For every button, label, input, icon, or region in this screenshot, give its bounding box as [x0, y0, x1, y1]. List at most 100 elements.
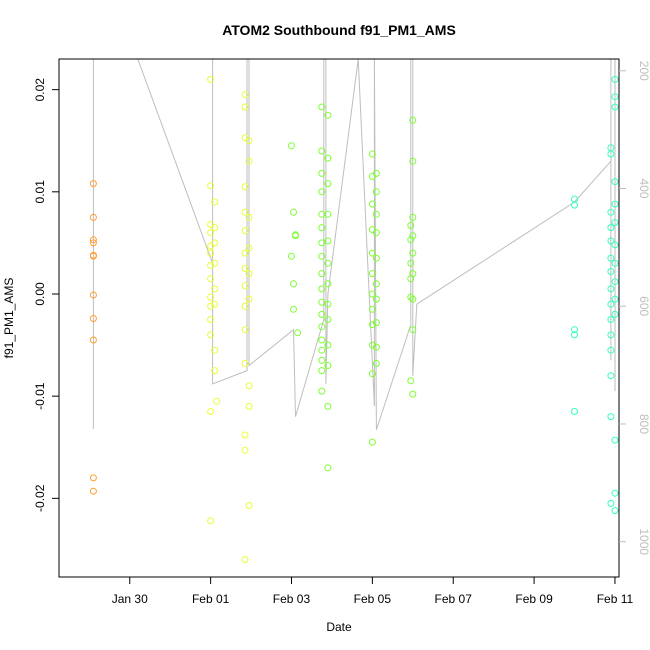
data-point — [611, 278, 619, 286]
data-point — [241, 446, 249, 454]
data-point — [318, 103, 326, 111]
data-point — [318, 188, 326, 196]
data-point — [324, 237, 332, 245]
data-point — [611, 295, 619, 303]
data-point — [89, 180, 97, 188]
data-point — [89, 252, 97, 260]
data-point — [290, 305, 297, 313]
data-point — [607, 316, 615, 323]
data-point — [245, 402, 253, 410]
data-point — [292, 232, 299, 240]
data-point — [245, 244, 253, 252]
data-point — [607, 300, 615, 308]
data-point — [207, 293, 215, 301]
data-point — [241, 208, 249, 216]
data-point — [318, 346, 326, 354]
data-point — [324, 210, 332, 218]
data-point — [372, 188, 380, 196]
data-point — [324, 464, 332, 472]
data-point — [318, 336, 326, 344]
data-point — [607, 331, 615, 339]
x-tick-label: Feb 07 — [435, 592, 473, 606]
data-point — [207, 261, 215, 269]
x-tick-label: Feb 05 — [354, 592, 392, 606]
data-point — [245, 157, 253, 165]
right-tick-label: 800 — [637, 414, 650, 434]
data-point — [211, 367, 219, 375]
data-point — [571, 201, 578, 209]
data-point — [241, 282, 249, 290]
data-point — [324, 402, 332, 410]
data-point — [207, 316, 215, 323]
data-point — [409, 116, 417, 124]
data-point — [368, 438, 376, 446]
data-point — [368, 305, 376, 313]
right-tick-label: 400 — [637, 178, 650, 198]
data-point — [611, 489, 619, 497]
data-point — [368, 200, 376, 208]
data-point — [611, 241, 619, 249]
data-point — [211, 239, 219, 247]
data-point — [407, 293, 415, 301]
data-points-layer — [89, 75, 619, 564]
right-tick-label: 200 — [637, 61, 650, 81]
data-point — [241, 249, 249, 257]
data-point — [324, 154, 332, 162]
data-point — [89, 487, 97, 495]
data-point — [241, 431, 249, 439]
data-point — [324, 300, 332, 308]
data-point — [324, 180, 332, 188]
data-point — [207, 75, 215, 83]
y-axis-label: f91_PM1_AMS — [2, 278, 16, 359]
data-point — [89, 315, 97, 322]
x-axis: Jan 30 Feb 01 Feb 03 Feb 05 Feb 07 Feb 09 Feb … — [112, 577, 634, 606]
data-point — [409, 249, 417, 257]
data-point — [611, 200, 619, 208]
data-point — [372, 343, 380, 351]
y-tick-label: 0.01 — [33, 180, 47, 204]
data-point — [607, 413, 615, 421]
data-point — [318, 356, 326, 364]
data-point — [611, 219, 619, 226]
data-point — [241, 556, 249, 564]
data-point — [607, 285, 615, 293]
data-point — [611, 178, 619, 186]
data-point — [368, 270, 376, 278]
data-point — [318, 169, 326, 177]
data-point — [409, 213, 417, 221]
y-axis: -0.02 -0.01 0.00 0.01 0.02 — [33, 78, 59, 512]
data-point — [571, 326, 578, 334]
data-point — [211, 198, 219, 206]
data-point — [607, 224, 615, 232]
data-point — [318, 298, 326, 306]
data-point — [409, 295, 417, 303]
data-point — [372, 229, 380, 237]
data-point — [245, 502, 253, 509]
data-point — [607, 346, 615, 354]
data-point — [607, 150, 615, 158]
data-point — [611, 507, 619, 515]
data-point — [368, 321, 376, 329]
data-point — [89, 213, 97, 221]
data-point — [211, 224, 219, 232]
data-point — [213, 397, 221, 405]
data-point — [207, 249, 215, 257]
data-point — [318, 323, 326, 331]
x-tick-label: Feb 09 — [515, 592, 553, 606]
data-point — [211, 259, 219, 267]
y-tick-label: 0.02 — [33, 78, 47, 102]
data-point — [368, 370, 376, 378]
x-tick-label: Feb 11 — [597, 592, 634, 606]
data-point — [409, 157, 417, 165]
data-point — [245, 270, 253, 278]
data-point — [318, 310, 326, 318]
data-point — [294, 329, 302, 337]
data-point — [324, 362, 332, 369]
data-point — [207, 302, 215, 310]
data-point — [241, 183, 249, 191]
data-point — [611, 103, 619, 111]
data-point — [89, 291, 97, 299]
data-point — [372, 360, 380, 367]
data-point — [241, 302, 249, 310]
data-point — [368, 150, 376, 158]
